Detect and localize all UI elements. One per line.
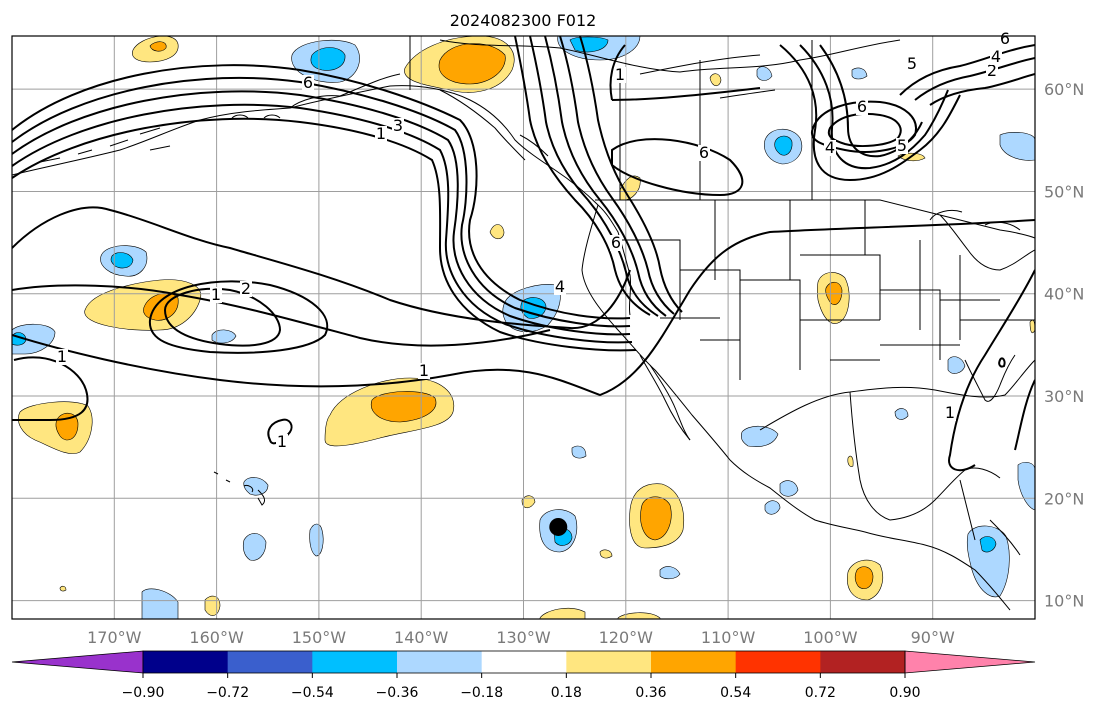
contour-value-label: 6 bbox=[303, 73, 313, 92]
colorbar-tick-label: −0.36 bbox=[376, 685, 419, 701]
contour-label-background bbox=[944, 405, 956, 421]
contour-label-background bbox=[990, 49, 1002, 65]
colorbar-segment bbox=[566, 651, 652, 673]
contour-label-background bbox=[418, 363, 430, 379]
contour-value-label: 1 bbox=[419, 361, 429, 380]
latitude-tick-label: 10°N bbox=[1044, 592, 1084, 611]
latitude-tick-label: 40°N bbox=[1044, 285, 1084, 304]
plot-frame bbox=[11, 35, 1036, 620]
colorbar-segment bbox=[481, 651, 567, 673]
contour-label-background bbox=[302, 75, 314, 91]
longitude-tick-label: 170°W bbox=[87, 628, 142, 647]
contour-label-background bbox=[906, 56, 918, 72]
anomaly-shading bbox=[12, 36, 1035, 619]
positive-anomaly-patches bbox=[18, 36, 1035, 619]
colorbar-tick-label: 0.18 bbox=[551, 685, 582, 701]
contour-value-label: 6 bbox=[699, 143, 709, 162]
contour-label-background bbox=[999, 31, 1011, 47]
contour-value-label: 1 bbox=[211, 285, 221, 304]
colorbar bbox=[11, 650, 1036, 674]
colorbar-segment bbox=[312, 651, 398, 673]
colorbar-tick-label: −0.90 bbox=[122, 685, 165, 701]
contour-label-background bbox=[375, 126, 387, 142]
location-marker bbox=[549, 517, 568, 536]
contour-label-background bbox=[614, 67, 626, 83]
latitude-tick-label: 30°N bbox=[1044, 387, 1084, 406]
contour-value-label: 1 bbox=[945, 403, 955, 422]
latitude-tick-label: 50°N bbox=[1044, 182, 1084, 201]
contour-label-background bbox=[610, 235, 622, 251]
colorbar-segment bbox=[735, 651, 821, 673]
longitude-tick-label: 160°W bbox=[189, 628, 244, 647]
latitude-tick-label: 60°N bbox=[1044, 80, 1084, 99]
colorbar-labels: −0.90 −0.72 −0.54 −0.36 −0.18 0.18 0.36 0.54 0.7… bbox=[122, 673, 921, 701]
colorbar-extend-low bbox=[11, 650, 144, 674]
colorbar-extend-high bbox=[904, 650, 1036, 674]
contour-label-background bbox=[210, 287, 222, 303]
contour-value-label: 2 bbox=[987, 61, 997, 80]
contour-value-label: 4 bbox=[825, 138, 835, 157]
longitude-tick-label: 120°W bbox=[599, 628, 654, 647]
map-title: 2024082300 F012 bbox=[450, 11, 597, 30]
longitude-labels: 170°W 160°W 150°W 140°W 130°W 120°W 110°W 100°W… bbox=[87, 628, 955, 647]
longitude-tick-label: 130°W bbox=[496, 628, 551, 647]
longitude-tick-label: 110°W bbox=[701, 628, 756, 647]
colorbar-segment bbox=[820, 651, 906, 673]
contour-value-label: 5 bbox=[897, 136, 907, 155]
contour-label-background bbox=[896, 138, 908, 154]
colorbar-tick-label: −0.54 bbox=[291, 685, 334, 701]
colorbar-segment bbox=[227, 651, 313, 673]
coastlines-borders bbox=[12, 36, 1035, 611]
contour-label-background bbox=[554, 279, 566, 295]
contour-value-label: 6 bbox=[1000, 29, 1010, 48]
contour-value-label: 2 bbox=[241, 279, 251, 298]
contour-value-label: 6 bbox=[857, 97, 867, 116]
longitude-tick-label: 90°W bbox=[911, 628, 955, 647]
colorbar-segment bbox=[397, 651, 483, 673]
colorbar-segment bbox=[143, 651, 229, 673]
colorbar-tick-label: 0.72 bbox=[805, 685, 836, 701]
contour-value-label: 1 bbox=[615, 65, 625, 84]
colorbar-tick-label: −0.72 bbox=[206, 685, 249, 701]
contour-label-background bbox=[698, 145, 710, 161]
contour-value-label: 6 bbox=[611, 233, 621, 252]
contour-value-label: 4 bbox=[555, 277, 565, 296]
colorbar-tick-label: 0.54 bbox=[720, 685, 751, 701]
contour-value-label: 1 bbox=[277, 432, 287, 451]
contour-label-background bbox=[392, 118, 404, 134]
contour-lines bbox=[12, 36, 1035, 472]
contour-value-label: 1 bbox=[57, 347, 67, 366]
contour-value-label: 1 bbox=[376, 124, 386, 143]
longitude-tick-label: 150°W bbox=[292, 628, 347, 647]
colorbar-tick-label: −0.18 bbox=[460, 685, 503, 701]
contour-value-label: 5 bbox=[907, 54, 917, 73]
contour-label-background bbox=[824, 140, 836, 156]
colorbar-tick-label: 0.36 bbox=[635, 685, 666, 701]
contour-label-background bbox=[986, 63, 998, 79]
contour-value-label: 3 bbox=[393, 116, 403, 135]
colorbar-segment bbox=[651, 651, 737, 673]
contour-label-background bbox=[276, 434, 288, 450]
latitude-tick-label: 20°N bbox=[1044, 489, 1084, 508]
contour-label-background bbox=[240, 281, 252, 297]
colorbar-frame bbox=[142, 650, 906, 674]
longitude-tick-label: 100°W bbox=[803, 628, 858, 647]
colorbar-tick-label: 0.90 bbox=[889, 685, 920, 701]
contour-value-label: 4 bbox=[991, 47, 1001, 66]
longitude-tick-label: 140°W bbox=[394, 628, 449, 647]
contour-label-background bbox=[856, 99, 868, 115]
contour-label-background bbox=[56, 349, 68, 365]
latitude-labels: 60°N 50°N 40°N 30°N 20°N 10°N bbox=[1044, 80, 1084, 610]
